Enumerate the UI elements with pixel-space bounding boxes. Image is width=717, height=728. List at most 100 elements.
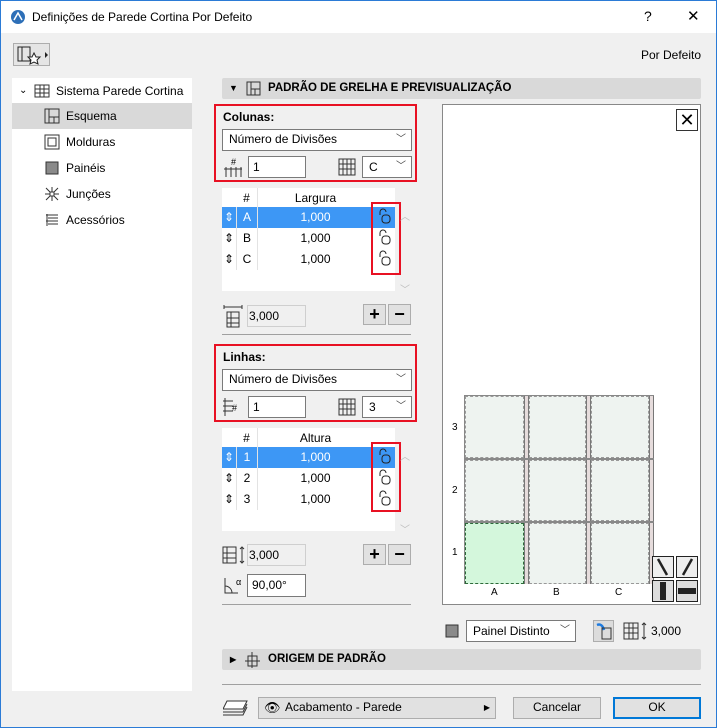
expand-triangle-icon[interactable]: ▶ <box>230 655 237 664</box>
panel-B1[interactable] <box>529 523 586 584</box>
layer-icon <box>223 700 248 716</box>
table-row[interactable]: ⇕ B 1,000 <box>222 228 395 249</box>
scroll-up-arrow[interactable]: ︿ <box>400 452 410 463</box>
panel-C1[interactable] <box>591 523 649 584</box>
row-value[interactable]: 1,000 <box>257 447 373 468</box>
grid-preview-section-header[interactable]: ▼ PADRÃO DE GRELHA E PREVISUALIZAÇÃO <box>222 78 701 99</box>
total-height-icon <box>222 546 245 564</box>
favorites-button[interactable] <box>13 43 50 66</box>
sidebar-item-molduras[interactable]: Molduras <box>12 129 192 155</box>
ok-button[interactable]: OK <box>613 697 701 719</box>
scroll-down-arrow[interactable]: ﹀ <box>400 525 410 536</box>
svg-text:#: # <box>231 157 236 167</box>
row-value[interactable]: 1,000 <box>257 489 373 510</box>
scroll-down-arrow[interactable]: ﹀ <box>400 285 410 296</box>
angle-input[interactable]: 90,00° <box>247 574 306 597</box>
column-header-height[interactable]: Altura <box>257 428 373 449</box>
row-value[interactable]: 1,000 <box>257 228 373 249</box>
remove-column-button[interactable]: − <box>388 304 411 325</box>
sidebar-item-label: Junções <box>66 187 111 201</box>
row-count-input[interactable]: 1 <box>248 396 306 418</box>
close-preview-icon[interactable]: ✕ <box>676 109 698 131</box>
close-button[interactable]: ✕ <box>687 8 700 25</box>
title-bar: Definições de Parede Cortina Por Defeito… <box>1 1 716 33</box>
panel-B3[interactable] <box>529 396 586 458</box>
panel-C3[interactable] <box>591 396 649 458</box>
drag-handle-icon[interactable]: ⇕ <box>223 252 235 266</box>
panels-icon <box>45 161 59 175</box>
row-id: B <box>236 228 257 249</box>
divider <box>222 334 411 335</box>
row-id: 3 <box>236 489 257 510</box>
window-title: Definições de Parede Cortina Por Defeito <box>32 10 253 24</box>
drag-handle-icon[interactable]: ⇕ <box>223 231 235 245</box>
column-pattern-select[interactable]: C ﹀ <box>362 156 412 178</box>
defaults-label: Por Defeito <box>640 48 701 62</box>
svg-text:#: # <box>232 403 237 413</box>
grid-edge <box>464 395 465 584</box>
table-row[interactable]: ⇕ 2 1,000 <box>222 468 395 489</box>
row-pattern-select[interactable]: 3 ﹀ <box>362 396 412 418</box>
accessories-icon <box>46 214 58 226</box>
table-row[interactable]: ⇕ C 1,000 <box>222 249 395 270</box>
panel-A3[interactable] <box>465 396 524 458</box>
rows-mode-value: Número de Divisões <box>229 372 338 386</box>
transom[interactable] <box>464 521 654 523</box>
column-count-input[interactable]: 1 <box>248 156 306 178</box>
table-row[interactable]: ⇕ 3 1,000 <box>222 489 395 510</box>
panel-A1-selected[interactable] <box>465 523 524 584</box>
panel-A2[interactable] <box>465 460 524 521</box>
grid-pattern-icon <box>338 158 356 176</box>
table-row[interactable]: ⇕ 1 1,000 <box>222 447 395 468</box>
remove-row-button[interactable]: − <box>388 544 411 565</box>
drag-handle-icon[interactable]: ⇕ <box>223 492 235 506</box>
columns-mode-select[interactable]: Número de Divisões ﹀ <box>222 129 412 151</box>
sidebar-item-paineis[interactable]: Painéis <box>12 155 192 181</box>
row-value[interactable]: 1,000 <box>257 249 373 270</box>
column-select-icon <box>652 580 674 602</box>
table-row[interactable]: ⇕ A 1,000 <box>222 207 395 228</box>
sidebar-root-curtain-wall-system[interactable]: ⌄ Sistema Parede Cortina <box>12 78 192 104</box>
mullion[interactable] <box>586 395 591 584</box>
rows-mode-select[interactable]: Número de Divisões ﹀ <box>222 369 412 391</box>
add-row-button[interactable]: + <box>363 544 386 565</box>
columns-table: # Largura ⇕ A 1,000 ⇕ B 1,000 ⇕ C 1,000 <box>222 188 395 291</box>
help-button[interactable]: ? <box>644 8 652 24</box>
transom[interactable] <box>464 458 654 460</box>
row-id: 2 <box>236 468 257 489</box>
pattern-origin-section-header[interactable]: ▶ ORIGEM DE PADRÃO <box>222 649 701 670</box>
scroll-up-arrow[interactable]: ︿ <box>400 212 410 223</box>
panel-size-value: 3,000 <box>651 624 682 638</box>
panel-B2[interactable] <box>529 460 586 521</box>
frames-icon <box>44 134 60 150</box>
sidebar-item-juncoes[interactable]: Junções <box>12 181 192 207</box>
sidebar-item-esquema[interactable]: Esquema <box>12 103 192 129</box>
collapse-triangle-icon[interactable]: ▼ <box>229 83 238 93</box>
apply-arrow-icon <box>596 623 612 640</box>
add-column-button[interactable]: + <box>363 304 386 325</box>
apply-panel-button[interactable] <box>593 620 614 642</box>
column-label: B <box>553 587 560 598</box>
row-value[interactable]: 1,000 <box>257 207 373 228</box>
mullion[interactable] <box>524 395 529 584</box>
unlock-icons[interactable] <box>377 448 393 510</box>
cancel-button[interactable]: Cancelar <box>513 697 601 719</box>
panel-C2[interactable] <box>591 460 649 521</box>
transom[interactable] <box>464 395 654 396</box>
row-label: 2 <box>452 485 458 496</box>
column-header-width[interactable]: Largura <box>257 188 373 209</box>
drag-handle-icon[interactable]: ⇕ <box>223 471 235 485</box>
panel-type-select[interactable]: Painel Distinto ﹀ <box>466 620 576 642</box>
drag-handle-icon[interactable]: ⇕ <box>223 210 235 224</box>
svg-text:α: α <box>236 577 241 587</box>
mullion[interactable] <box>649 395 654 584</box>
sidebar-item-acessorios[interactable]: Acessórios <box>12 207 192 233</box>
layer-select[interactable]: 👁 Acabamento - Parede ▶ <box>258 697 496 719</box>
preview-pattern-buttons[interactable] <box>652 556 700 602</box>
sidebar <box>12 78 192 691</box>
chevron-down-icon[interactable]: ⌄ <box>19 85 28 96</box>
row-value[interactable]: 1,000 <box>257 468 373 489</box>
grid-preview-drawing[interactable] <box>464 395 654 584</box>
drag-handle-icon[interactable]: ⇕ <box>223 450 235 464</box>
unlock-icons[interactable] <box>377 208 393 270</box>
